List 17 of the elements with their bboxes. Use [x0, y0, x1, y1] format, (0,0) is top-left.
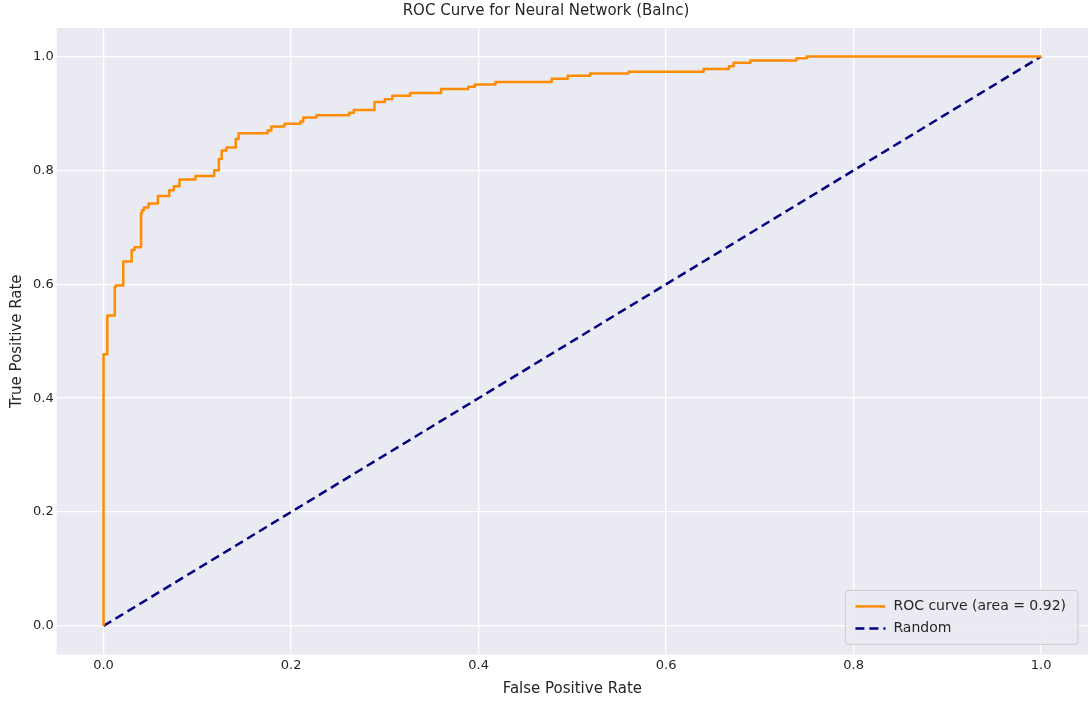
legend-label: ROC curve (area = 0.92): [893, 597, 1066, 614]
x-tick-label: 1.0: [1030, 656, 1052, 672]
x-axis-title: False Positive Rate: [502, 678, 643, 697]
y-axis-title: True Positive Rate: [6, 274, 25, 410]
legend-label: Random: [893, 619, 952, 636]
y-tick-label: 0.6: [32, 275, 54, 291]
y-tick-label: 0.2: [32, 503, 54, 519]
x-tick-label: 0.6: [655, 656, 677, 672]
x-tick-label: 0.2: [280, 656, 302, 672]
y-tick-label: 0.4: [32, 389, 54, 405]
chart-title: ROC Curve for Neural Network (Balnc): [402, 0, 690, 19]
y-tick-label: 0.8: [32, 161, 54, 177]
x-tick-label: 0.8: [843, 656, 864, 672]
x-tick-label: 0.4: [468, 656, 489, 672]
y-tick-label: 0.0: [32, 617, 54, 633]
x-tick-label: 0.0: [93, 656, 114, 672]
y-tick-label: 1.0: [32, 47, 54, 63]
